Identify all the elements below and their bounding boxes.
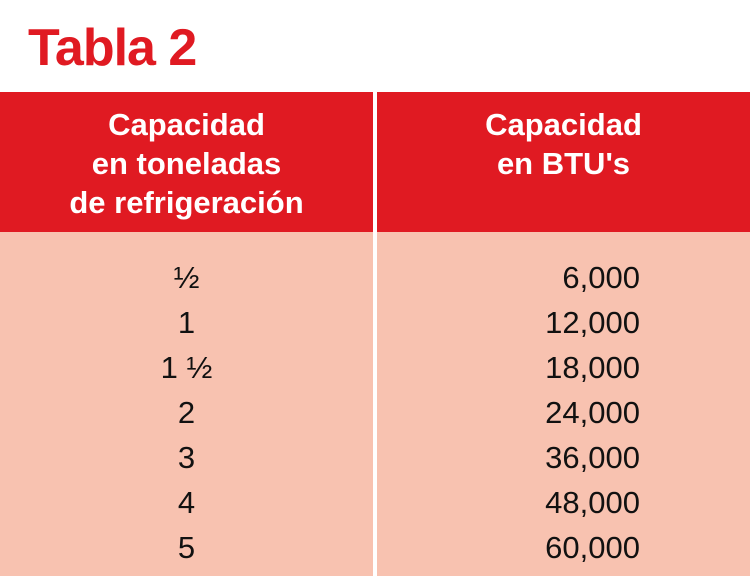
body-btu: 6,000 12,000 18,000 24,000 36,000 48,000… — [377, 232, 750, 576]
table-row: ½ — [0, 256, 373, 301]
header-tons: Capacidad en toneladas de refrigeración — [0, 92, 373, 232]
table-row: 1 ½ — [0, 346, 373, 391]
header-btu-line2: en BTU's — [377, 145, 750, 184]
header-tons-line3: de refrigeración — [0, 184, 373, 223]
header-tons-line2: en toneladas — [0, 145, 373, 184]
column-btu: Capacidad en BTU's 6,000 12,000 18,000 2… — [377, 92, 750, 576]
table-row: 36,000 — [377, 436, 750, 481]
table-row: 1 — [0, 301, 373, 346]
table-title: Tabla 2 — [0, 0, 750, 92]
column-tons: Capacidad en toneladas de refrigeración … — [0, 92, 377, 576]
header-btu-line1: Capacidad — [377, 106, 750, 145]
body-tons: ½ 1 1 ½ 2 3 4 5 — [0, 232, 373, 576]
header-tons-line1: Capacidad — [0, 106, 373, 145]
table-row: 3 — [0, 436, 373, 481]
table-row: 12,000 — [377, 301, 750, 346]
header-btu: Capacidad en BTU's — [377, 92, 750, 232]
table-container: Tabla 2 Capacidad en toneladas de refrig… — [0, 0, 750, 576]
table-row: 6,000 — [377, 256, 750, 301]
table-row: 60,000 — [377, 526, 750, 571]
table-row: 18,000 — [377, 346, 750, 391]
table-row: 2 — [0, 391, 373, 436]
table-row: 48,000 — [377, 481, 750, 526]
data-table: Capacidad en toneladas de refrigeración … — [0, 92, 750, 576]
table-row: 5 — [0, 526, 373, 571]
table-row: 24,000 — [377, 391, 750, 436]
table-row: 4 — [0, 481, 373, 526]
